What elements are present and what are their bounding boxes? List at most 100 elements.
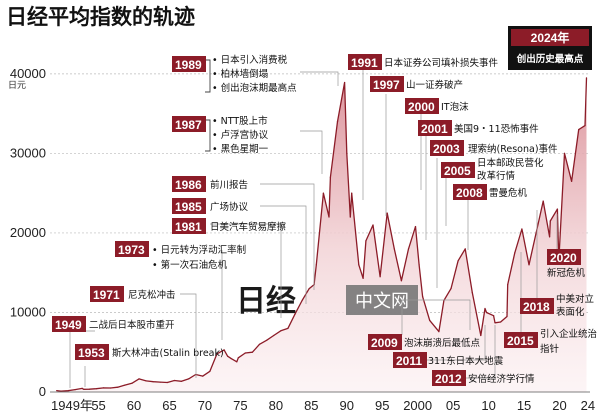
x-tick-label: 20	[552, 398, 566, 413]
y-tick-label: 40000	[10, 66, 46, 81]
data-point	[346, 152, 348, 154]
event-text: 雷曼危机	[489, 187, 528, 199]
data-point	[365, 240, 367, 242]
data-point	[528, 264, 530, 266]
data-point	[237, 357, 239, 359]
event-text: 斯大林冲击(Stalin break)	[112, 347, 224, 359]
data-point	[556, 208, 559, 210]
annotation-1997: 1997 山一证券破产	[370, 76, 463, 216]
year-box-1981	[172, 218, 206, 234]
data-point	[585, 77, 588, 79]
data-point	[60, 390, 62, 392]
data-point	[266, 339, 268, 341]
data-point	[351, 192, 353, 194]
event-line-2: 改革行情	[477, 170, 516, 182]
annotation-1986: 1986 前川报告	[172, 176, 315, 290]
event-line-3: • 黑色星期一	[212, 143, 269, 155]
data-point	[349, 216, 351, 218]
data-point	[457, 260, 459, 262]
annotation-1987: 1987 • NTT股上市 • 卢浮宫协议 • 黑色星期一	[172, 115, 323, 174]
data-point	[336, 121, 339, 123]
year-label: 1997	[373, 78, 400, 92]
annotation-2008: 2008 雷曼危机	[453, 184, 528, 250]
x-tick-label: 85	[304, 398, 318, 413]
y-tick-label: 0	[39, 384, 46, 399]
y-tick-label: 10000	[10, 304, 46, 319]
data-point	[227, 355, 229, 357]
nikkei-watermark: 日经 中文网	[236, 284, 418, 319]
data-point	[328, 216, 330, 218]
data-point	[429, 319, 431, 321]
data-point	[244, 352, 246, 354]
year-label: 1953	[78, 346, 105, 360]
data-point	[549, 220, 551, 222]
data-point	[578, 129, 580, 131]
data-point	[507, 284, 509, 286]
year-label: 1981	[175, 220, 202, 234]
data-point	[308, 288, 310, 290]
annotation-1949: 1949 二战后日本股市重开	[52, 316, 175, 388]
event-text: 新冠危机	[547, 267, 586, 279]
year-box-1987	[172, 116, 206, 132]
data-point	[230, 358, 232, 360]
data-point	[209, 370, 211, 372]
data-point	[480, 334, 482, 337]
highlight-2024: 2024年 创出历史最高点	[508, 26, 592, 70]
event-text: 泡沫崩溃后最低点	[404, 337, 481, 349]
year-label: 2011	[396, 354, 422, 368]
data-point	[251, 351, 253, 353]
year-label: 1991	[351, 56, 378, 70]
data-point	[166, 381, 168, 384]
year-box-2001	[418, 120, 452, 136]
annotation-1981: 1981 日美汽车贸易摩擦	[172, 218, 287, 318]
data-point	[67, 390, 69, 392]
x-tick-label: 95	[375, 398, 389, 413]
year-label: 2005	[444, 164, 471, 178]
data-point	[273, 334, 275, 337]
event-text: IT泡沫	[441, 101, 469, 113]
year-label: 1973	[118, 243, 145, 257]
annotation-2009: 2009 泡沫崩溃后最低点	[368, 299, 481, 350]
data-point	[102, 387, 105, 389]
data-point	[422, 296, 424, 298]
year-label: 2009	[371, 336, 398, 350]
year-box-1997	[370, 76, 404, 92]
year-box-2012	[432, 370, 466, 386]
data-point	[180, 380, 183, 382]
data-point	[500, 321, 502, 323]
year-box-2003	[430, 140, 464, 156]
year-box-1985	[172, 198, 206, 214]
data-point	[83, 388, 85, 390]
highlight-text: 创出历史最高点	[516, 53, 584, 65]
year-box-1989	[172, 56, 206, 72]
data-point	[131, 382, 133, 384]
annotation-1989: 1989 • 日本引入消费税 • 柏林墙倒塌 • 创出泡沫期最高点	[172, 54, 339, 94]
event-line-3: • 创出泡沫期最高点	[212, 82, 297, 94]
data-point	[110, 387, 112, 389]
data-point	[173, 379, 175, 382]
data-point	[471, 292, 473, 294]
year-label: 1989	[175, 58, 202, 72]
y-tick-label: 20000	[10, 225, 46, 240]
annotation-1971: 1971 尼克松冲击	[90, 286, 197, 378]
data-point	[464, 248, 466, 250]
event-line-1: • NTT股上市	[212, 115, 268, 127]
x-tick-label: 65	[162, 398, 176, 413]
year-box-1949	[52, 316, 86, 332]
data-point	[322, 192, 324, 194]
data-point	[81, 387, 83, 389]
year-box-2009	[368, 334, 402, 350]
event-line-2: 指针	[540, 343, 560, 355]
data-point	[152, 381, 154, 383]
year-box-2020	[547, 249, 581, 265]
area-fill	[56, 77, 587, 393]
data-point	[159, 381, 161, 383]
y-tick-label: 30000	[10, 145, 46, 160]
year-box-2018	[520, 298, 554, 314]
data-point	[400, 280, 402, 282]
event-line-1: 中美对立	[556, 293, 594, 305]
x-tick-label: 75	[233, 398, 247, 413]
year-label: 2008	[456, 186, 483, 200]
year-label: 2000	[408, 100, 435, 114]
